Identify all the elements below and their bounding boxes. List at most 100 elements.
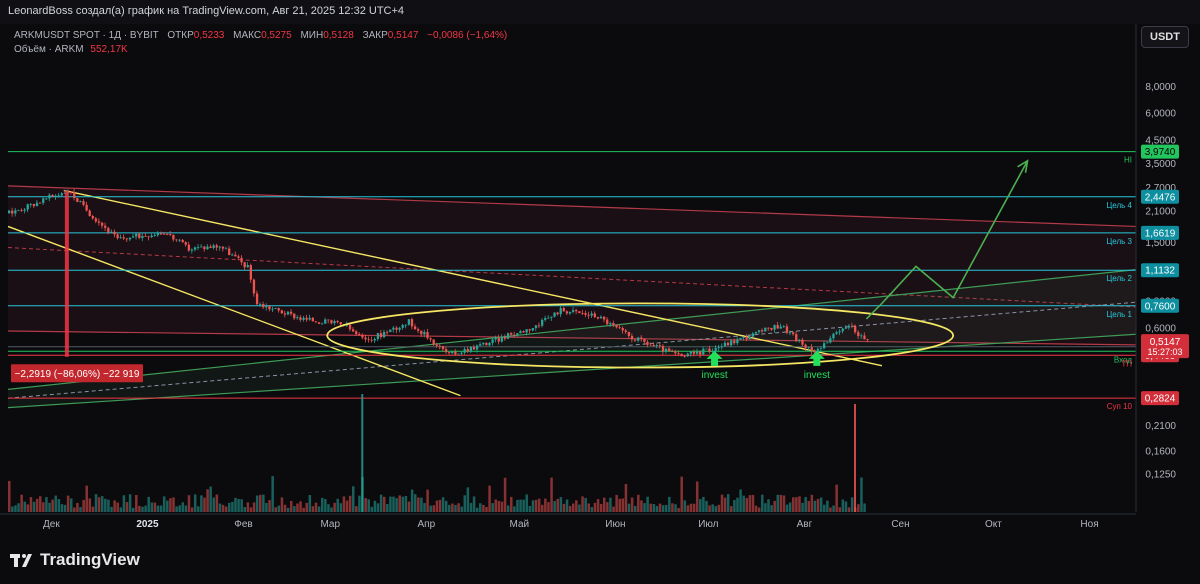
candle-body (804, 344, 807, 348)
volume-bar (246, 502, 250, 512)
volume-bar (525, 494, 529, 512)
volume-bar (717, 504, 721, 512)
candle-body (534, 325, 538, 329)
volume-bar (699, 499, 702, 512)
candle-body (249, 265, 253, 280)
volume-bar (280, 497, 284, 512)
candle-body (119, 237, 122, 239)
volume-bar (26, 504, 30, 512)
currency-button[interactable]: USDT (1141, 26, 1189, 48)
candle-body (215, 245, 218, 248)
candle-body (209, 246, 212, 248)
high-label: МАКС (233, 30, 262, 41)
candle-body (178, 239, 181, 241)
candle-body (144, 235, 147, 237)
tradingview-logo: TradingView (10, 550, 140, 570)
candle-body (602, 316, 606, 320)
volume-bar (494, 499, 498, 512)
candle-body (553, 312, 556, 317)
candle-body (661, 345, 665, 352)
volume-bar (460, 506, 463, 512)
candle-body (364, 337, 367, 340)
candle-body (417, 329, 420, 331)
volume-bar (51, 499, 54, 512)
candle-body (14, 210, 17, 214)
level-price-tag: 0,2824 (1145, 394, 1176, 405)
candle-body (162, 233, 166, 235)
candle-body (652, 345, 655, 346)
candle-body (42, 198, 45, 203)
volume-bar (240, 499, 243, 512)
volume-label[interactable]: Объём · ARKM (14, 44, 84, 55)
volume-bar (609, 497, 612, 512)
volume-bar (782, 495, 786, 512)
author-line: LeonardBoss создал(а) график на TradingV… (8, 5, 405, 17)
candle-body (376, 333, 380, 340)
level-label: HI (1124, 156, 1132, 165)
time-tick-label: 2025 (136, 519, 159, 530)
candle-body (373, 339, 376, 341)
candle-body (243, 262, 246, 268)
volume-bar (606, 502, 609, 512)
volume-bar (482, 504, 485, 512)
volume-bar (674, 504, 677, 512)
volume-bar (32, 501, 36, 512)
candle-body (578, 311, 581, 314)
candle-body (472, 347, 476, 350)
volume-spike (854, 404, 856, 512)
volume-bar (627, 503, 631, 512)
candle-body (283, 313, 287, 315)
candle-body (290, 311, 293, 314)
candle-body (683, 356, 686, 357)
candle-body (810, 347, 813, 352)
candle-body (556, 312, 559, 315)
candle-body (355, 331, 358, 335)
candle-body (779, 326, 782, 329)
candle-body (51, 194, 54, 197)
last-price-tag: 0,5147 (1150, 337, 1181, 348)
volume-bar (104, 498, 107, 512)
volume-bar (686, 505, 690, 512)
volume-bar (317, 506, 321, 512)
volume-bar (48, 502, 51, 512)
measure-annotation-box (11, 364, 143, 383)
candle-body (677, 353, 680, 355)
candle-body (798, 339, 801, 342)
candle-body (23, 209, 26, 211)
price-tick-label: 2,1000 (1145, 207, 1176, 218)
candle-body (655, 345, 658, 347)
time-tick-label: Сен (891, 519, 909, 530)
volume-bar (320, 497, 324, 512)
volume-bar (252, 502, 256, 512)
volume-bar (159, 505, 163, 512)
volume-bar (565, 499, 569, 512)
close-value: 0,5147 (387, 30, 419, 41)
volume-bar (110, 506, 113, 512)
volume-bar (88, 498, 92, 512)
time-tick-label: Май (510, 519, 530, 530)
candle-body (206, 246, 209, 250)
measure-annotation-text: −2,2919 (−86,06%) −22 919 (15, 369, 140, 380)
volume-bar (91, 506, 95, 512)
candle-body (116, 234, 119, 239)
candle-body (441, 346, 445, 350)
volume-bar (785, 504, 789, 512)
candle-body (110, 231, 113, 233)
volume-bar (451, 503, 454, 512)
volume-bar (469, 503, 473, 512)
volume-bar (373, 500, 377, 512)
volume-bar (810, 494, 814, 512)
volume-bar (466, 487, 470, 512)
volume-bar (621, 498, 625, 512)
candle-body (813, 351, 817, 353)
candle-body (832, 333, 835, 339)
volume-bar (426, 489, 429, 512)
invest-arrow-icon (808, 350, 825, 366)
volume-bar (692, 503, 696, 512)
price-tick-label: 6,0000 (1145, 109, 1176, 120)
candle-body (559, 308, 562, 315)
symbol-label[interactable]: ARKMUSDT SPOT · 1Д · BYBIT (14, 30, 159, 41)
ohlc-legend: ARKMUSDT SPOT · 1Д · BYBIT ОТКР0,5233 МА… (14, 30, 507, 41)
level-price-tag-bg (1141, 144, 1179, 159)
